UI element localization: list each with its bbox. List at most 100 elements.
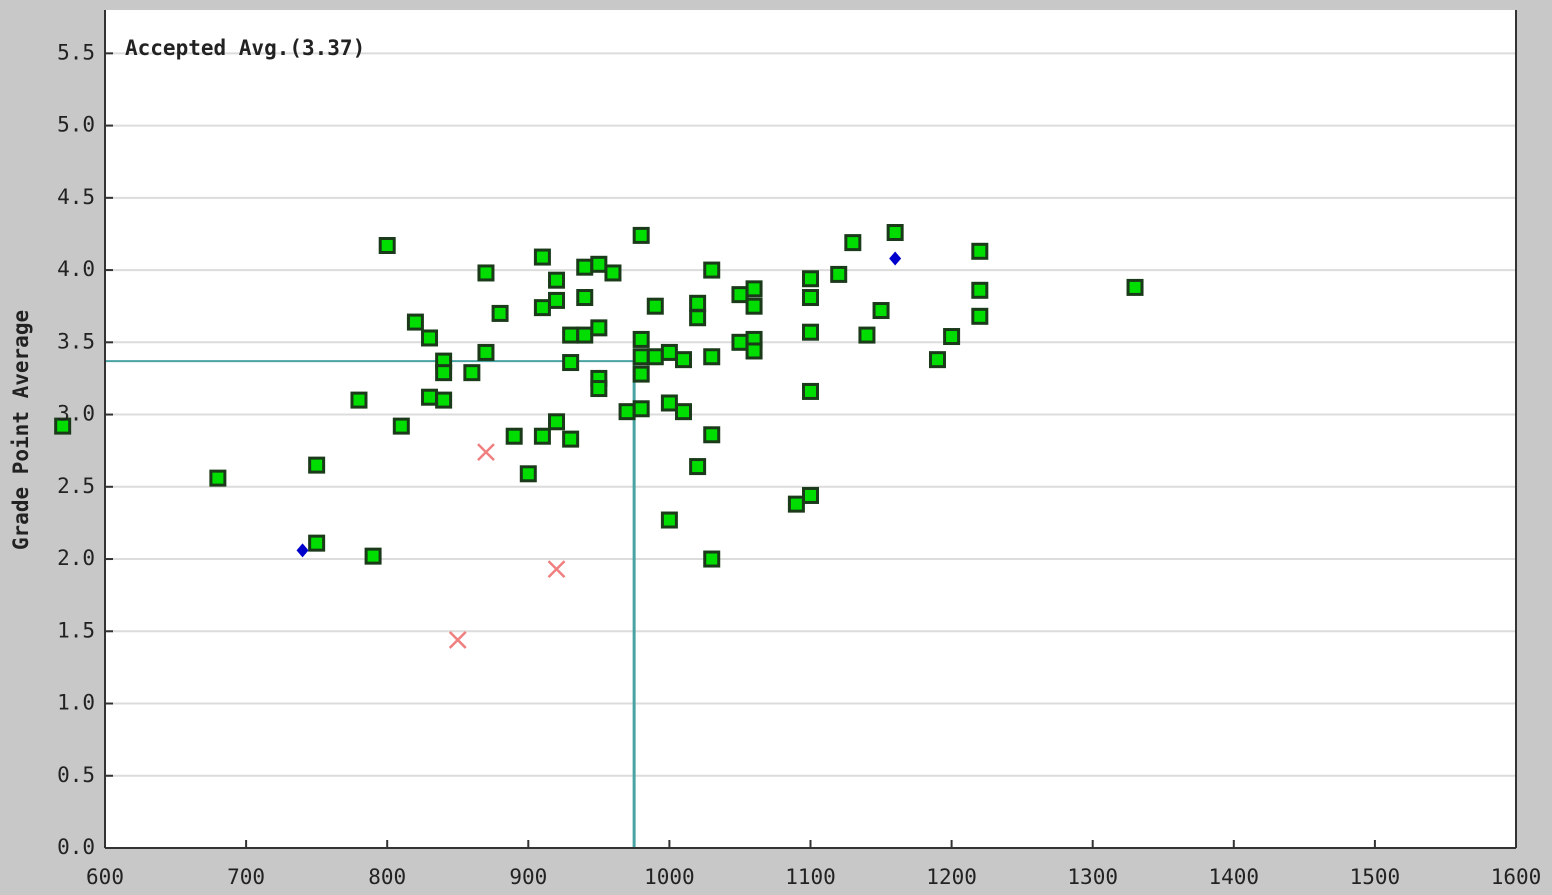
x-tick-label: 700 <box>227 865 265 889</box>
point <box>703 261 721 279</box>
point <box>392 417 410 435</box>
y-tick-label: 1.5 <box>57 618 95 642</box>
point <box>491 304 509 322</box>
point <box>562 354 580 372</box>
x-tick-label: 800 <box>368 865 406 889</box>
y-axis-label: Grade Point Average <box>9 310 33 550</box>
point <box>745 280 763 298</box>
y-tick-label: 0.5 <box>57 763 95 787</box>
point <box>689 309 707 327</box>
point <box>378 237 396 255</box>
point <box>745 297 763 315</box>
point <box>548 291 566 309</box>
y-tick-label: 3.5 <box>57 329 95 353</box>
point <box>350 391 368 409</box>
x-tick-label: 1400 <box>1209 865 1260 889</box>
point <box>547 560 566 579</box>
point <box>505 427 523 445</box>
point <box>703 426 721 444</box>
y-tick-label: 4.0 <box>57 257 95 281</box>
x-tick-label: 1000 <box>644 865 695 889</box>
point <box>646 297 664 315</box>
point <box>802 486 819 504</box>
y-tick-label: 1.0 <box>57 691 95 715</box>
x-tick-label: 900 <box>509 865 547 889</box>
y-tick-label: 4.5 <box>57 185 95 209</box>
y-tick-label: 2.0 <box>57 546 95 570</box>
point <box>590 380 608 398</box>
point <box>632 365 650 383</box>
point <box>858 326 876 344</box>
average-lines <box>105 360 636 848</box>
point <box>675 403 693 421</box>
y-tick-label: 0.0 <box>57 835 95 859</box>
point <box>830 265 848 283</box>
point <box>731 286 749 304</box>
point <box>590 255 608 273</box>
point <box>660 343 678 361</box>
x-tick-label: 600 <box>86 865 124 889</box>
point <box>463 364 481 382</box>
y-tick-label: 3.0 <box>57 402 95 426</box>
x-tick-label: 1600 <box>1491 865 1542 889</box>
point <box>802 382 819 400</box>
point <box>689 294 707 312</box>
points <box>54 224 1144 649</box>
point <box>872 302 890 320</box>
point <box>1126 278 1144 296</box>
point <box>632 348 650 366</box>
point <box>562 430 580 448</box>
point <box>802 323 819 341</box>
point <box>421 388 439 406</box>
point <box>590 319 608 337</box>
x-tick-label: 1200 <box>926 865 977 889</box>
x-tick-label: 1500 <box>1350 865 1401 889</box>
point <box>477 264 495 282</box>
point <box>533 248 551 266</box>
point <box>802 270 819 288</box>
point <box>971 281 989 299</box>
point <box>632 226 650 244</box>
point <box>548 413 566 431</box>
point <box>660 511 678 529</box>
point <box>519 465 537 483</box>
point <box>209 469 227 487</box>
point <box>703 348 721 366</box>
point <box>971 307 989 325</box>
annotation: Accepted Avg.(3.37) <box>125 36 365 60</box>
point <box>576 258 594 276</box>
point <box>308 534 326 552</box>
point <box>787 495 805 513</box>
point <box>675 351 693 369</box>
point <box>562 326 580 344</box>
point <box>928 351 946 369</box>
point <box>576 326 594 344</box>
point <box>632 330 650 348</box>
x-tick-label: 1100 <box>785 865 836 889</box>
point <box>731 333 749 351</box>
y-tick-label: 5.0 <box>57 113 95 137</box>
point <box>646 348 664 366</box>
point <box>971 242 989 260</box>
point <box>844 234 862 252</box>
point <box>406 313 424 331</box>
point <box>435 364 453 382</box>
y-tick-label: 5.5 <box>57 40 95 64</box>
x-tick-label: 1300 <box>1067 865 1118 889</box>
point <box>296 543 309 558</box>
point <box>421 329 439 347</box>
point <box>886 224 904 242</box>
point <box>548 271 566 289</box>
point <box>533 427 551 445</box>
axes <box>104 10 1517 849</box>
point <box>889 251 902 266</box>
point <box>802 289 819 307</box>
y-tick-label: 2.5 <box>57 474 95 498</box>
point <box>745 342 763 360</box>
point <box>533 299 551 317</box>
point <box>703 550 721 568</box>
plot-area <box>105 10 1516 848</box>
point <box>943 328 961 346</box>
point <box>576 289 594 307</box>
